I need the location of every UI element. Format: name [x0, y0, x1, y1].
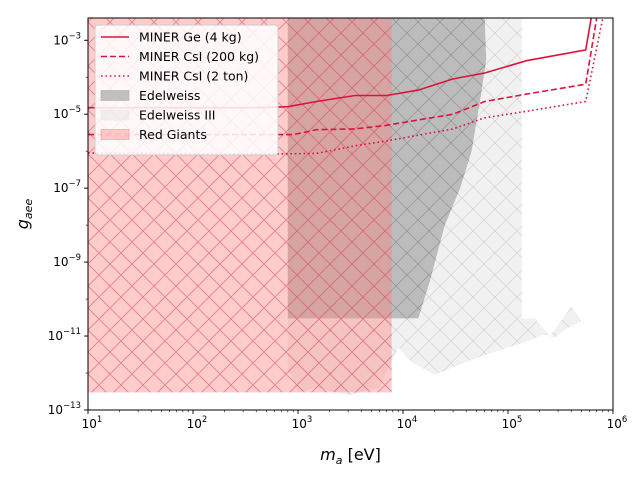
- y-axis-ticks: 10−13 10−11 10−9 10−7 10−5 10−3: [48, 31, 88, 417]
- y-tick-label: 10−7: [53, 179, 81, 195]
- plot-frame: [87, 17, 614, 411]
- legend-swatch-edelweiss-iii: [100, 109, 130, 121]
- legend-box: [94, 24, 279, 156]
- x-tick-label: 102: [187, 415, 208, 431]
- legend-label-miner-csi-2-ton: MINER CsI (2 ton): [139, 69, 248, 84]
- legend-label-edelweiss: Edelweiss: [139, 88, 200, 103]
- x-tick-label: 104: [397, 415, 418, 431]
- y-tick-label: 10−3: [53, 31, 81, 47]
- line-miner-csi-200-kg: [88, 18, 598, 136]
- y-tick-label: 10−13: [48, 401, 81, 417]
- y-tick-label: 10−11: [48, 327, 81, 343]
- x-tick-label: 105: [502, 415, 523, 431]
- x-axis-label: ma [eV]: [320, 445, 381, 467]
- legend-swatch-red-giants: [100, 129, 130, 140]
- legend-swatch-edelweiss: [100, 90, 130, 101]
- y-axis-label: gaee: [13, 199, 35, 230]
- legend-label-red-giants: Red Giants: [139, 127, 207, 142]
- x-axis-title: ma [eV]: [320, 445, 381, 467]
- y-tick-label: 10−9: [53, 253, 81, 269]
- legend-label-edelweiss-iii: Edelweiss III: [139, 108, 215, 123]
- y-tick-label: 10−5: [53, 105, 81, 121]
- legend-label-miner-csi-200-kg: MINER CsI (200 kg): [139, 49, 259, 64]
- x-tick-label: 103: [292, 415, 313, 431]
- legend: MINER Ge (4 kg) MINER CsI (200 kg) MINER C…: [94, 24, 279, 156]
- legend-label-miner-ge-4-kg: MINER Ge (4 kg): [139, 30, 242, 45]
- x-tick-label: 101: [82, 415, 103, 431]
- x-tick-label: 106: [607, 415, 628, 431]
- x-axis-ticks: 101 102 103 104 105 106: [82, 410, 628, 431]
- y-axis-title: gaee: [13, 199, 35, 230]
